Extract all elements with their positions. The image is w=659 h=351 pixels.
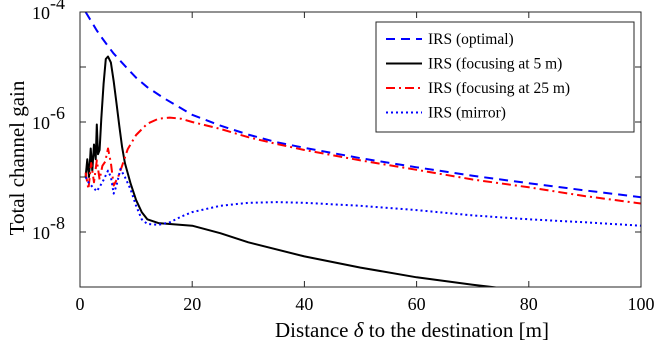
x-tick-label: 40 (295, 294, 313, 314)
x-tick-label: 100 (628, 294, 655, 314)
series-line-1 (84, 12, 641, 199)
axes-frame (79, 11, 642, 288)
y-tick-label-exponent: -4 (50, 0, 65, 13)
legend-box (375, 21, 635, 133)
x-axis-label-part-2: to the destination [m] (364, 318, 549, 342)
y-tick-label-exponent: -8 (50, 213, 65, 233)
x-axis-ticks: 0 20 40 60 80 100 (76, 12, 655, 314)
x-axis-label-part-1: Distance (275, 318, 354, 342)
x-tick-label: 60 (408, 294, 426, 314)
plot-box (79, 11, 642, 288)
x-tick-label: 20 (183, 294, 201, 314)
y-axis-ticks: 10-810-610-4 (32, 0, 641, 288)
x-axis-label: Distance δ to the destination [m] (275, 318, 549, 342)
x-tick-label: 0 (76, 294, 85, 314)
series-line-4 (84, 168, 641, 227)
series-layer (84, 12, 641, 287)
series-line-2 (84, 55, 501, 287)
y-tick-label-exponent: -6 (50, 103, 65, 123)
legend-label-2: IRS (focusing at 5 m) (428, 56, 562, 73)
x-axis-label-delta: δ (354, 318, 365, 342)
y-axis-label: Total channel gain (5, 80, 29, 235)
y-tick-label: 10 (32, 113, 50, 133)
legend-label-3: IRS (focusing at 25 m) (428, 80, 570, 97)
y-tick-label: 10 (32, 3, 50, 23)
legend: IRS (optimal) IRS (focusing at 5 m) IRS (f… (375, 21, 635, 133)
legend-label-4: IRS (mirror) (428, 105, 506, 122)
series-line-3 (84, 116, 641, 205)
y-tick-label: 10 (32, 223, 50, 243)
legend-label-1: IRS (optimal) (428, 31, 514, 48)
x-tick-label: 80 (520, 294, 538, 314)
